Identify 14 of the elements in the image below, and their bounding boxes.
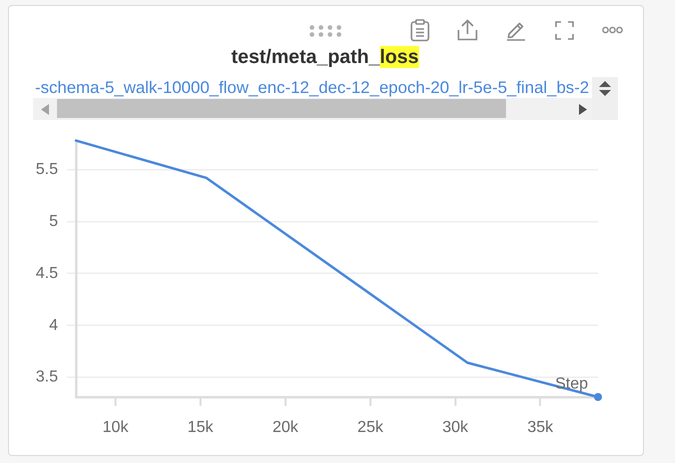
y-tick-label: 5	[49, 212, 58, 230]
x-axis-title: Step	[555, 375, 588, 392]
x-tick-label: 10k	[102, 419, 130, 436]
x-tick-label: 20k	[272, 419, 300, 436]
x-tick-label: 25k	[357, 419, 384, 436]
x-tick-label: 35k	[527, 419, 554, 436]
x-tick-label: 30k	[442, 419, 470, 436]
y-tick-label: 5.5	[36, 161, 58, 178]
chart-title: test/meta_path_loss	[231, 46, 419, 68]
y-tick-label: 4	[49, 316, 58, 334]
text: -schema-5_walk-10000_flow_enc-12_dec-12_epoch-20_lr-5e-5_final_bs-2	[35, 78, 590, 97]
y-tick-label: 4.5	[36, 264, 58, 282]
y-tick-label: 3.5	[36, 368, 58, 386]
x-tick-label: 15k	[187, 419, 214, 436]
